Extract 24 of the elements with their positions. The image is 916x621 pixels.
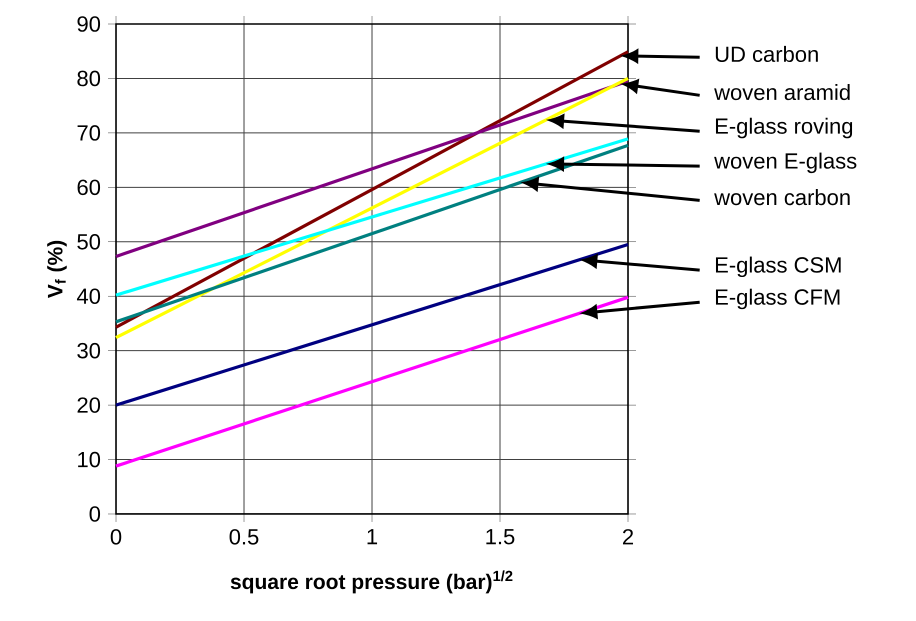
y-tick-label: 0 (90, 506, 100, 522)
y-tick-label: 80 (77, 70, 100, 86)
text: UD carbon (716, 46, 818, 62)
y-tick-label: 90 (78, 16, 100, 32)
x-axis-title: square root pressure (bar)$^{1/2}$ (230, 570, 512, 594)
y-tick-label: 60 (78, 180, 100, 196)
x-tick-label: 0 (110, 529, 122, 545)
y-tick-label: 10 (78, 452, 100, 468)
y-axis-title: V$_{f}$ (%) (47, 240, 67, 298)
y-tick-label: 30 (77, 342, 100, 358)
text: E-glass CFM (716, 288, 840, 310)
x-tick-label: 1.5 (486, 529, 514, 544)
x-tick-label: 1 (368, 529, 378, 544)
x-tick-label: 0.5 (230, 529, 258, 545)
y-tick-label: 40 (76, 288, 100, 304)
x-tick-label: 2 (622, 529, 634, 544)
y-tick-label: 70 (78, 125, 100, 141)
text: woven aramid (714, 84, 850, 100)
text: E-glass roving (716, 118, 852, 138)
y-tick-label: 20 (78, 397, 100, 413)
text: woven E-glass (714, 152, 856, 174)
text: woven carbon (714, 189, 850, 206)
text: E-glass CSM (716, 256, 841, 278)
y-tick-label: 50 (77, 234, 100, 250)
